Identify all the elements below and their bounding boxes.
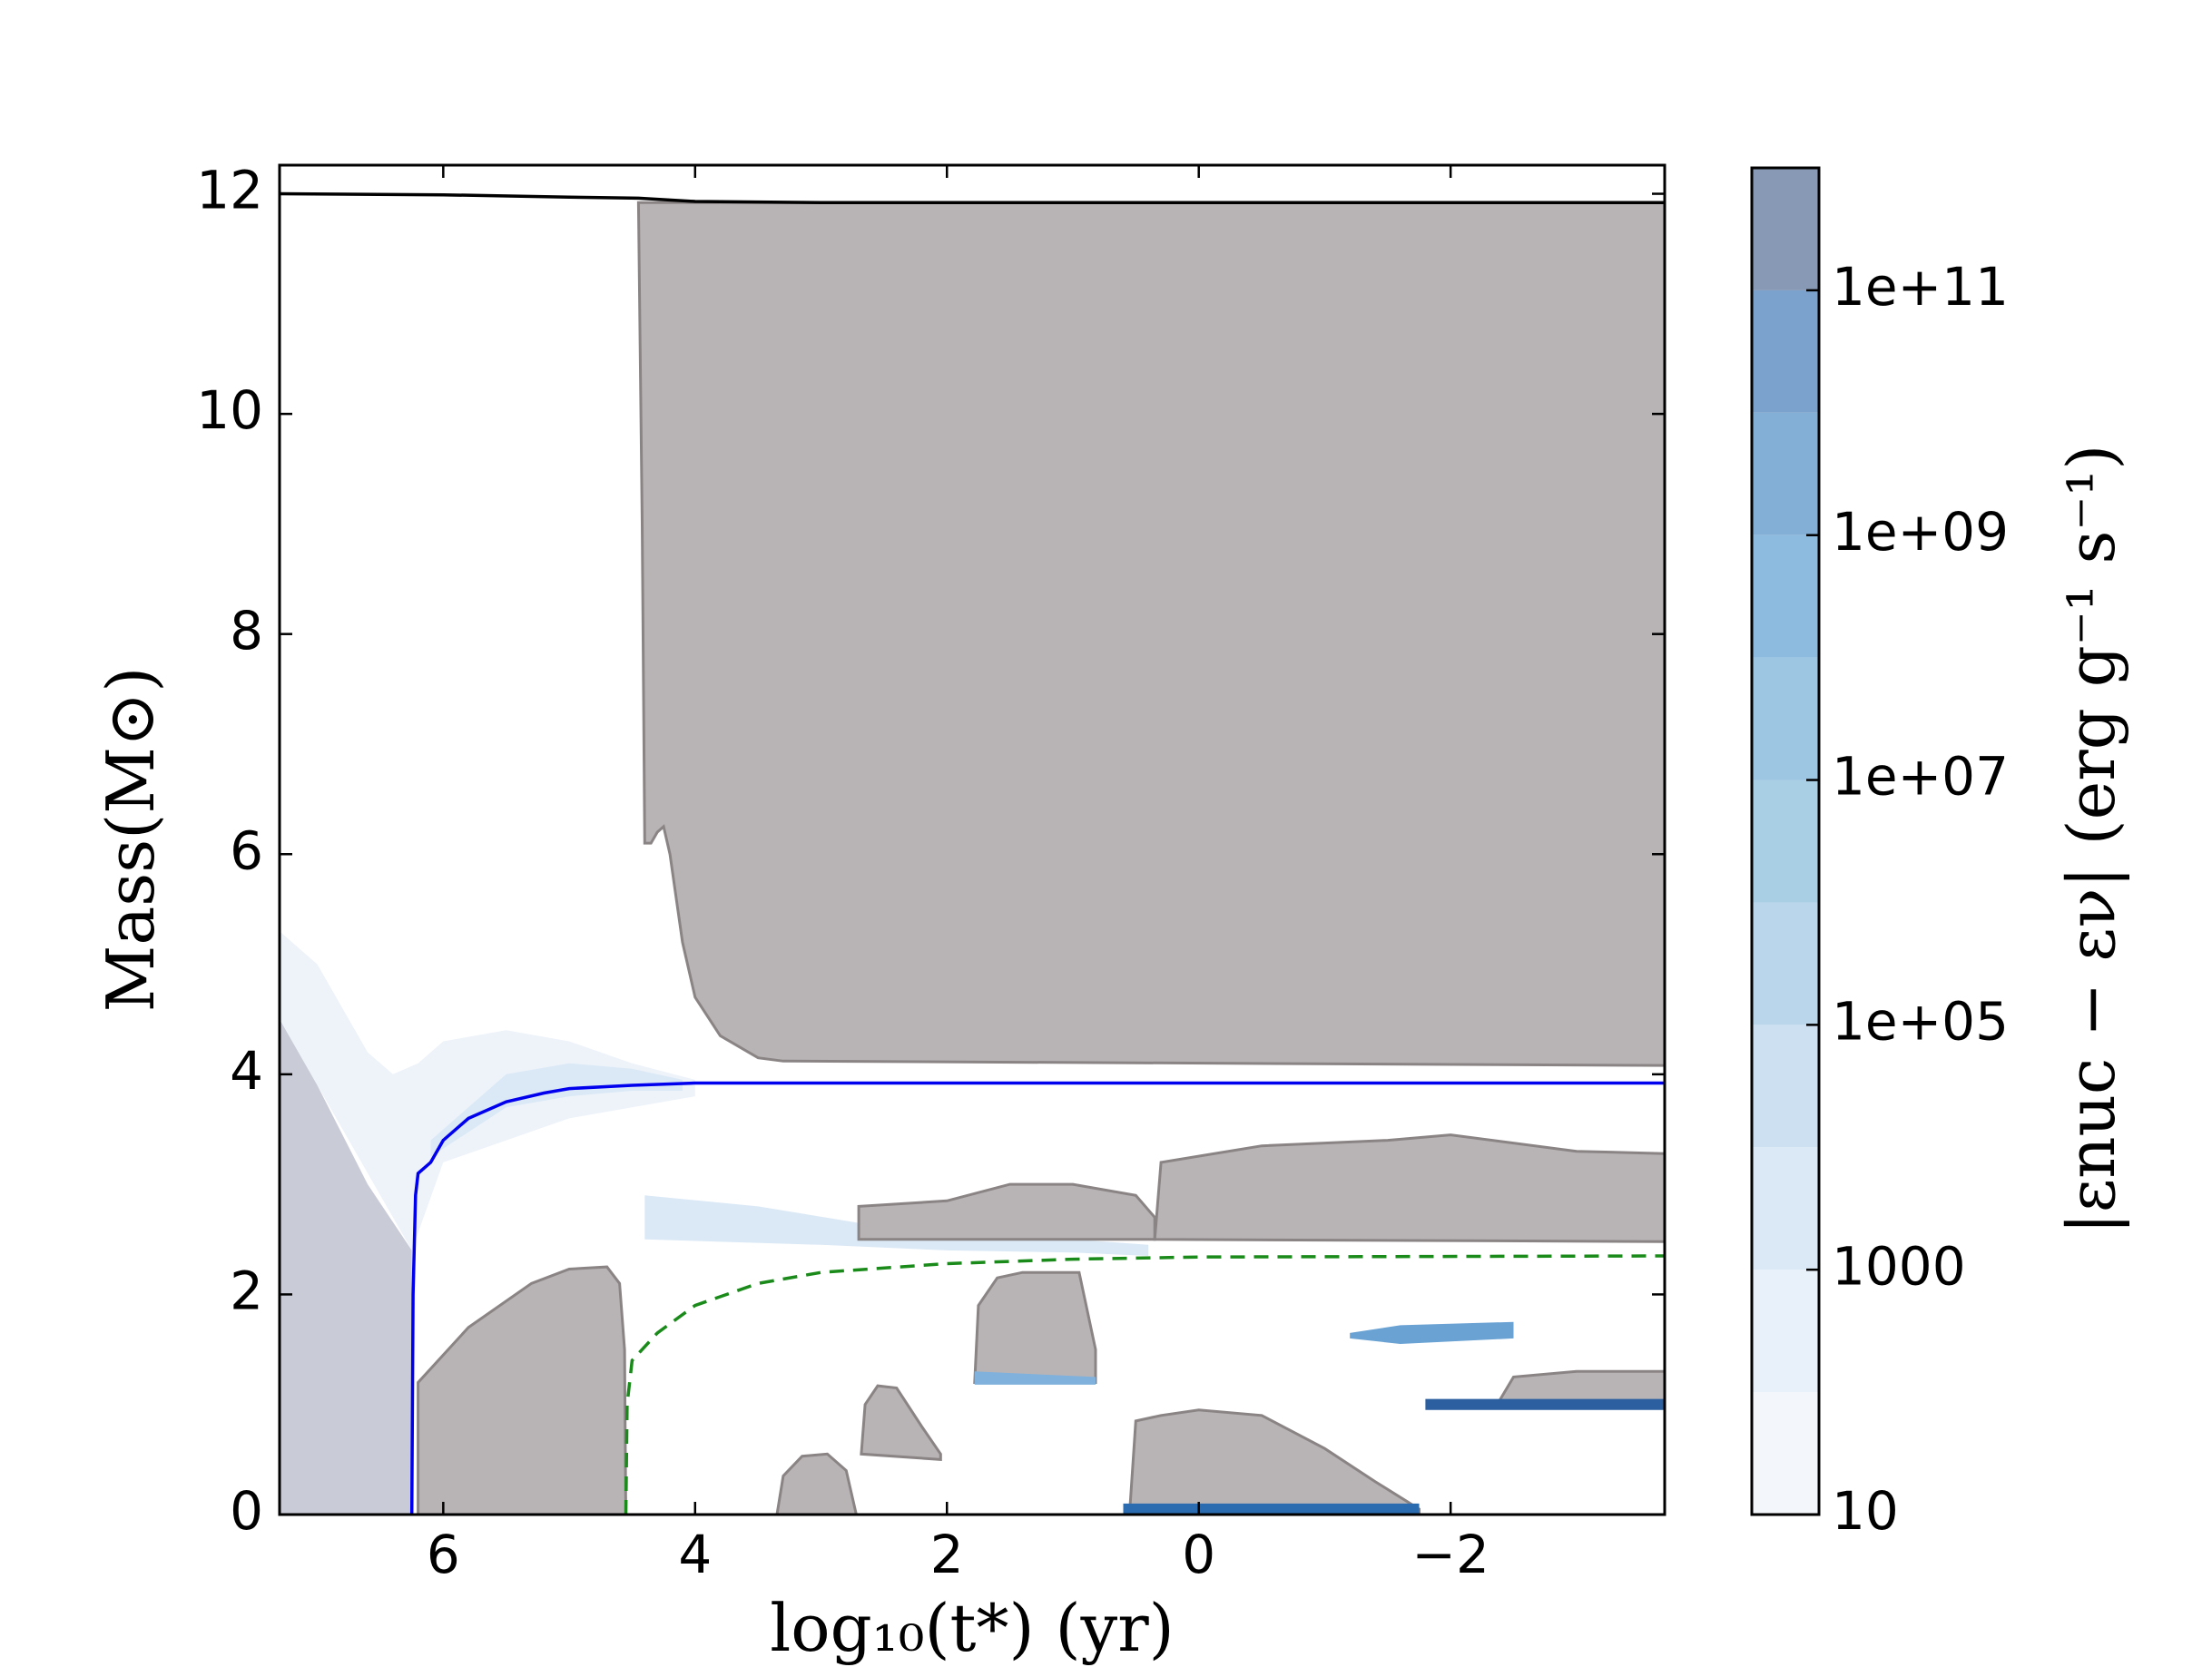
convective-region	[857, 1182, 1156, 1241]
colorbar-tick-label: 10	[1832, 1480, 1899, 1542]
colorbar-band	[1752, 412, 1819, 535]
colorbar-tick-label: 1e+05	[1832, 990, 2009, 1052]
convective-region	[644, 1195, 1149, 1256]
x-tick-label: 0	[1182, 1524, 1215, 1585]
convective-region	[973, 1270, 1097, 1384]
colorbar-band	[1752, 168, 1819, 290]
y-tick-label: 0	[230, 1480, 263, 1542]
y-axis-label: Mass(M⊙)	[93, 667, 169, 1013]
convective-region	[1123, 1503, 1420, 1515]
y-tick-label: 10	[196, 379, 263, 441]
colorbar-band	[1752, 534, 1819, 658]
colorbar-band	[1752, 657, 1819, 780]
colorbar-band	[1752, 780, 1819, 903]
colorbar-tick-label: 1e+11	[1832, 256, 2009, 318]
colorbar-tick-label: 1000	[1832, 1235, 1966, 1297]
convective-region	[1127, 1408, 1421, 1515]
y-tick-label: 4	[230, 1040, 263, 1102]
convective-region	[636, 201, 1665, 1067]
convective-region	[417, 1265, 628, 1515]
convective-region	[1153, 1133, 1665, 1243]
x-tick-label: 2	[930, 1524, 964, 1585]
x-tick-label: 4	[678, 1524, 712, 1585]
colorbar-tick-label: 1e+07	[1832, 746, 2009, 808]
colorbar-band	[1752, 289, 1819, 413]
line	[280, 191, 1665, 204]
line	[409, 1081, 1665, 1515]
convective-region	[974, 1371, 1096, 1385]
colorbar-band	[1752, 1392, 1819, 1515]
y-tick-label: 8	[230, 600, 263, 662]
convective-region	[1350, 1321, 1514, 1344]
colorbar-band	[1752, 1147, 1819, 1270]
x-tick-label: −2	[1411, 1524, 1489, 1585]
y-tick-label: 6	[230, 819, 263, 881]
x-axis-label: log₁₀(t*) (yr)	[770, 1590, 1174, 1666]
colorbar-tick-label: 1e+09	[1832, 501, 2009, 563]
y-tick-label: 2	[230, 1260, 263, 1322]
convective-region	[1425, 1398, 1665, 1410]
plot-frame	[278, 163, 1666, 1516]
convective-region	[280, 1019, 412, 1515]
line	[624, 1254, 1665, 1515]
colorbar-band	[1752, 1270, 1819, 1393]
x-tick-label: 6	[427, 1524, 460, 1585]
y-tick-label: 12	[196, 160, 263, 221]
colorbar-band	[1752, 1025, 1819, 1148]
convective-region	[860, 1384, 942, 1462]
convective-region	[775, 1452, 858, 1515]
colorbar-frame	[1750, 166, 1821, 1516]
colorbar-band	[1752, 902, 1819, 1025]
colorbar-label: |εnuc − εν| (erg g⁻¹ s⁻¹)	[2053, 445, 2129, 1235]
